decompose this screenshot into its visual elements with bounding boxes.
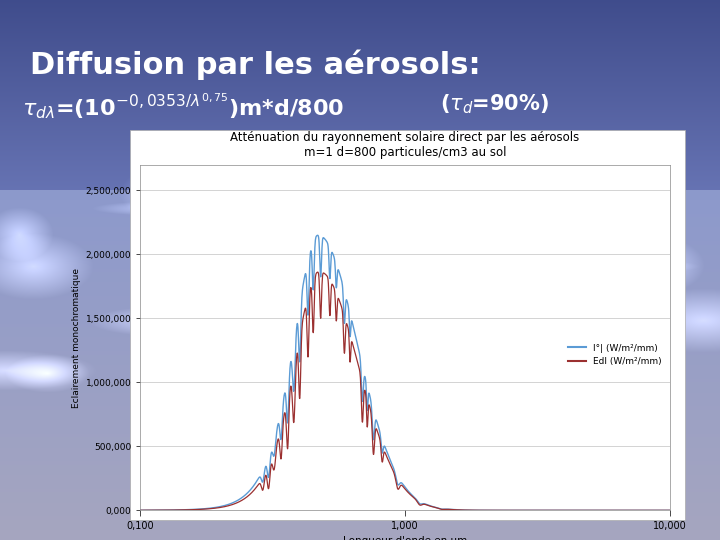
FancyBboxPatch shape [130,130,685,520]
Legend: I°| (W/m²/mm), EdI (W/m²/mm): I°| (W/m²/mm), EdI (W/m²/mm) [564,340,665,370]
I°| (W/m²/mm) [394,482,402,488]
I°| (W/m²/mm) [313,232,322,239]
Text: ($\tau_{d}$=90%): ($\tau_{d}$=90%) [440,92,549,116]
I°| (W/m²/mm) [665,507,674,514]
EdI (W/m²/mm) [650,507,659,514]
EdI (W/m²/mm) [163,507,172,514]
I°| (W/m²/mm) [650,507,659,514]
Line: EdI (W/m²/mm): EdI (W/m²/mm) [140,272,670,510]
EdI (W/m²/mm) [650,507,659,514]
EdI (W/m²/mm) [394,486,402,492]
Title: Atténuation du rayonnement solaire direct par les aérosols
m=1 d=800 particules/: Atténuation du rayonnement solaire direc… [230,131,580,159]
EdI (W/m²/mm) [553,507,562,514]
I°| (W/m²/mm) [553,507,562,514]
I°| (W/m²/mm) [379,443,388,450]
EdI (W/m²/mm) [136,507,145,514]
I°| (W/m²/mm) [650,507,659,514]
Text: $\tau_{d\lambda}$=(10$^{-0,0353/\lambda^{0,75}}$)m*d/800: $\tau_{d\lambda}$=(10$^{-0,0353/\lambda^… [22,92,344,122]
EdI (W/m²/mm) [379,450,388,456]
EdI (W/m²/mm) [665,507,674,514]
X-axis label: Longueur d'onde en µm: Longueur d'onde en µm [343,536,467,540]
I°| (W/m²/mm) [136,507,145,514]
I°| (W/m²/mm) [163,507,172,514]
EdI (W/m²/mm) [313,269,322,275]
Y-axis label: Eclairement monochromatique: Eclairement monochromatique [73,267,81,408]
Text: Diffusion par les aérosols:: Diffusion par les aérosols: [30,50,481,80]
Line: I°| (W/m²/mm): I°| (W/m²/mm) [140,235,670,510]
